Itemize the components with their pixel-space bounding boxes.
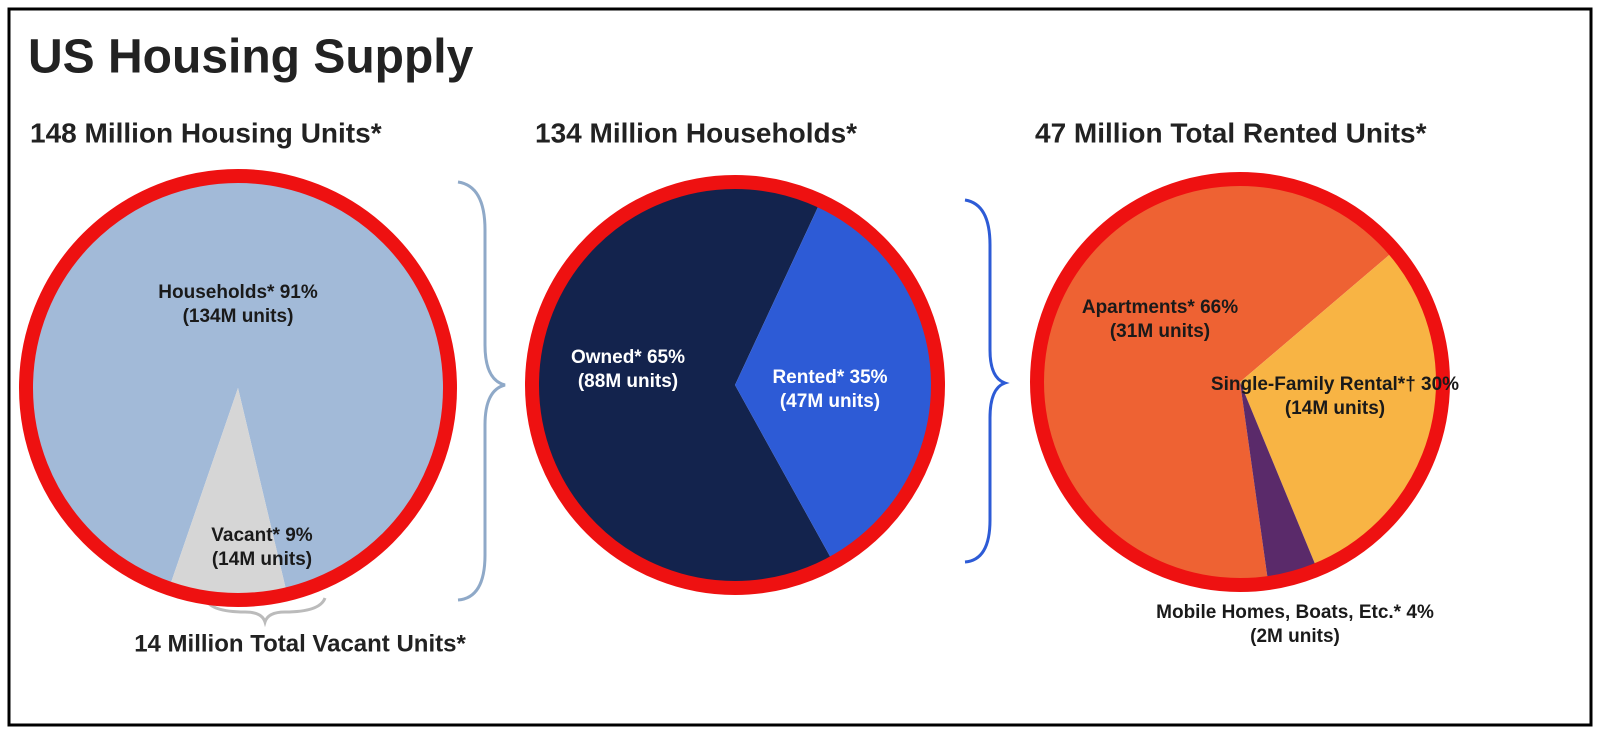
category-label: Single-Family Rental*†: [1211, 374, 1416, 395]
category-label: Mobile Homes, Boats, Etc.*: [1156, 602, 1402, 623]
pie-outline: [19, 169, 457, 607]
unit-label: (14M units): [1285, 398, 1385, 419]
value-label: 35%: [850, 367, 888, 388]
page-title: US Housing Supply: [28, 31, 474, 84]
chart-title: 134 Million Households*: [535, 117, 857, 148]
category-label: Households*: [158, 282, 275, 303]
pie-slice: [1240, 382, 1318, 584]
data-label: Vacant* 9%: [211, 525, 313, 546]
annotation: 14 Million Total Vacant Units*: [134, 630, 466, 657]
value-label: 65%: [647, 347, 685, 368]
data-label: Mobile Homes, Boats, Etc.* 4%: [1156, 602, 1434, 623]
unit-label: (47M units): [780, 391, 880, 412]
data-label: Owned* 65%: [571, 347, 685, 368]
unit-label: (134M units): [183, 306, 294, 327]
pie-outline: [525, 175, 945, 595]
chart-title: 47 Million Total Rented Units*: [1035, 117, 1427, 148]
value-label: 4%: [1406, 602, 1434, 623]
pie-slice: [1037, 179, 1395, 585]
value-label: 91%: [280, 282, 318, 303]
data-label: Rented* 35%: [772, 367, 887, 388]
value-label: 66%: [1200, 297, 1238, 318]
unit-label: (31M units): [1110, 321, 1210, 342]
unit-label: (2M units): [1250, 626, 1340, 647]
brace: [457, 180, 506, 602]
pie-slice: [168, 388, 288, 601]
brace: [203, 597, 327, 628]
unit-label: (88M units): [578, 371, 678, 392]
category-label: Owned*: [571, 347, 642, 368]
category-label: Apartments*: [1082, 297, 1196, 318]
unit-label: (14M units): [212, 549, 312, 570]
data-label: Single-Family Rental*† 30%: [1211, 374, 1459, 395]
pie-slice: [1240, 250, 1444, 570]
category-label: Rented*: [772, 367, 844, 388]
chart-title: 148 Million Housing Units*: [30, 117, 382, 148]
category-label: Vacant*: [211, 525, 280, 546]
value-label: 9%: [285, 525, 313, 546]
data-label: Households* 91%: [158, 282, 318, 303]
pie-slice: [26, 176, 451, 595]
pie-slice: [532, 181, 834, 588]
data-label: Apartments* 66%: [1082, 297, 1238, 318]
brace: [964, 198, 1010, 564]
charts: 148 Million Housing Units* Households* 91…: [19, 117, 1459, 657]
pie-slice: [735, 201, 939, 563]
pie-outline: [1030, 172, 1450, 592]
value-label: 30%: [1421, 374, 1459, 395]
